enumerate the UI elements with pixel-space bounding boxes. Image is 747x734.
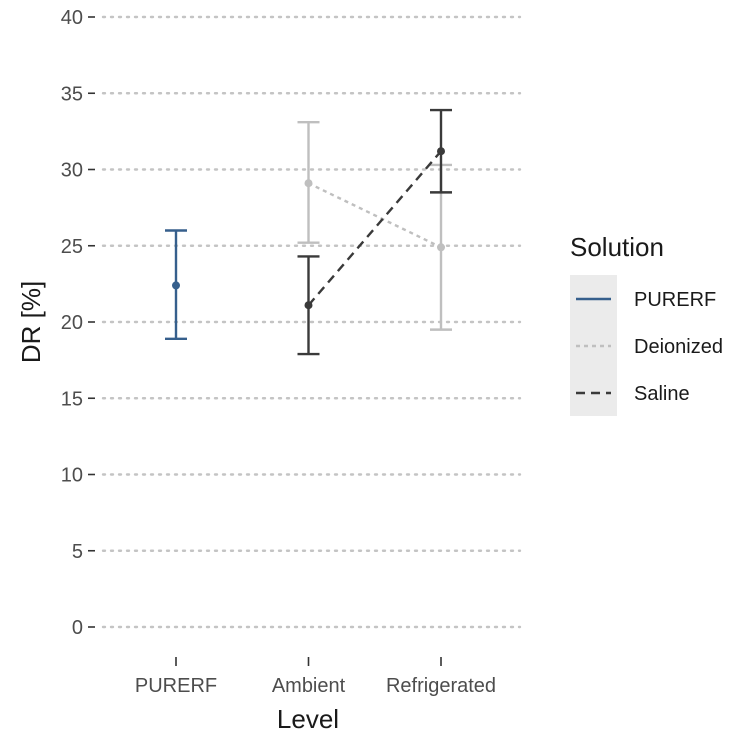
y-tick-label: 0 [72, 617, 83, 639]
x-tick-label: PURERF [135, 675, 217, 697]
y-tick-label: 35 [61, 83, 83, 105]
y-tick-label: 5 [72, 541, 83, 563]
series-saline [297, 108, 452, 356]
legend-label-purerf: PURERF [634, 289, 716, 311]
data-point [172, 281, 180, 290]
series-layer [165, 108, 452, 356]
series-deionized [297, 121, 452, 331]
y-tick-label: 10 [61, 465, 83, 487]
data-point [437, 243, 445, 252]
data-point [304, 179, 313, 188]
y-tick-label: 20 [61, 312, 83, 334]
data-point [437, 147, 445, 156]
legend-title: Solution [570, 232, 664, 262]
x-tick-label: Ambient [272, 675, 346, 697]
x-axis-title: Level [277, 704, 339, 734]
y-axis: 0 5 10 15 20 25 30 35 40 [61, 7, 95, 639]
legend-items: PURERF Deionized Saline [576, 289, 723, 405]
x-axis: PURERF Ambient Refrigerated [135, 657, 496, 697]
gridlines [101, 15, 522, 629]
y-tick-label: 30 [61, 160, 83, 182]
series-line [307, 182, 442, 249]
legend-label-deionized: Deionized [634, 336, 723, 358]
x-tick-label: Refrigerated [386, 675, 496, 697]
y-tick-label: 40 [61, 7, 83, 29]
y-tick-label: 25 [61, 236, 83, 258]
series-line [307, 150, 442, 307]
y-tick-label: 15 [61, 388, 83, 410]
data-point [304, 301, 313, 310]
legend-label-saline: Saline [634, 383, 690, 405]
y-axis-title: DR [%] [16, 281, 46, 363]
legend: Solution PURERF Deionized Saline [570, 232, 723, 416]
series-purerf [165, 229, 187, 340]
